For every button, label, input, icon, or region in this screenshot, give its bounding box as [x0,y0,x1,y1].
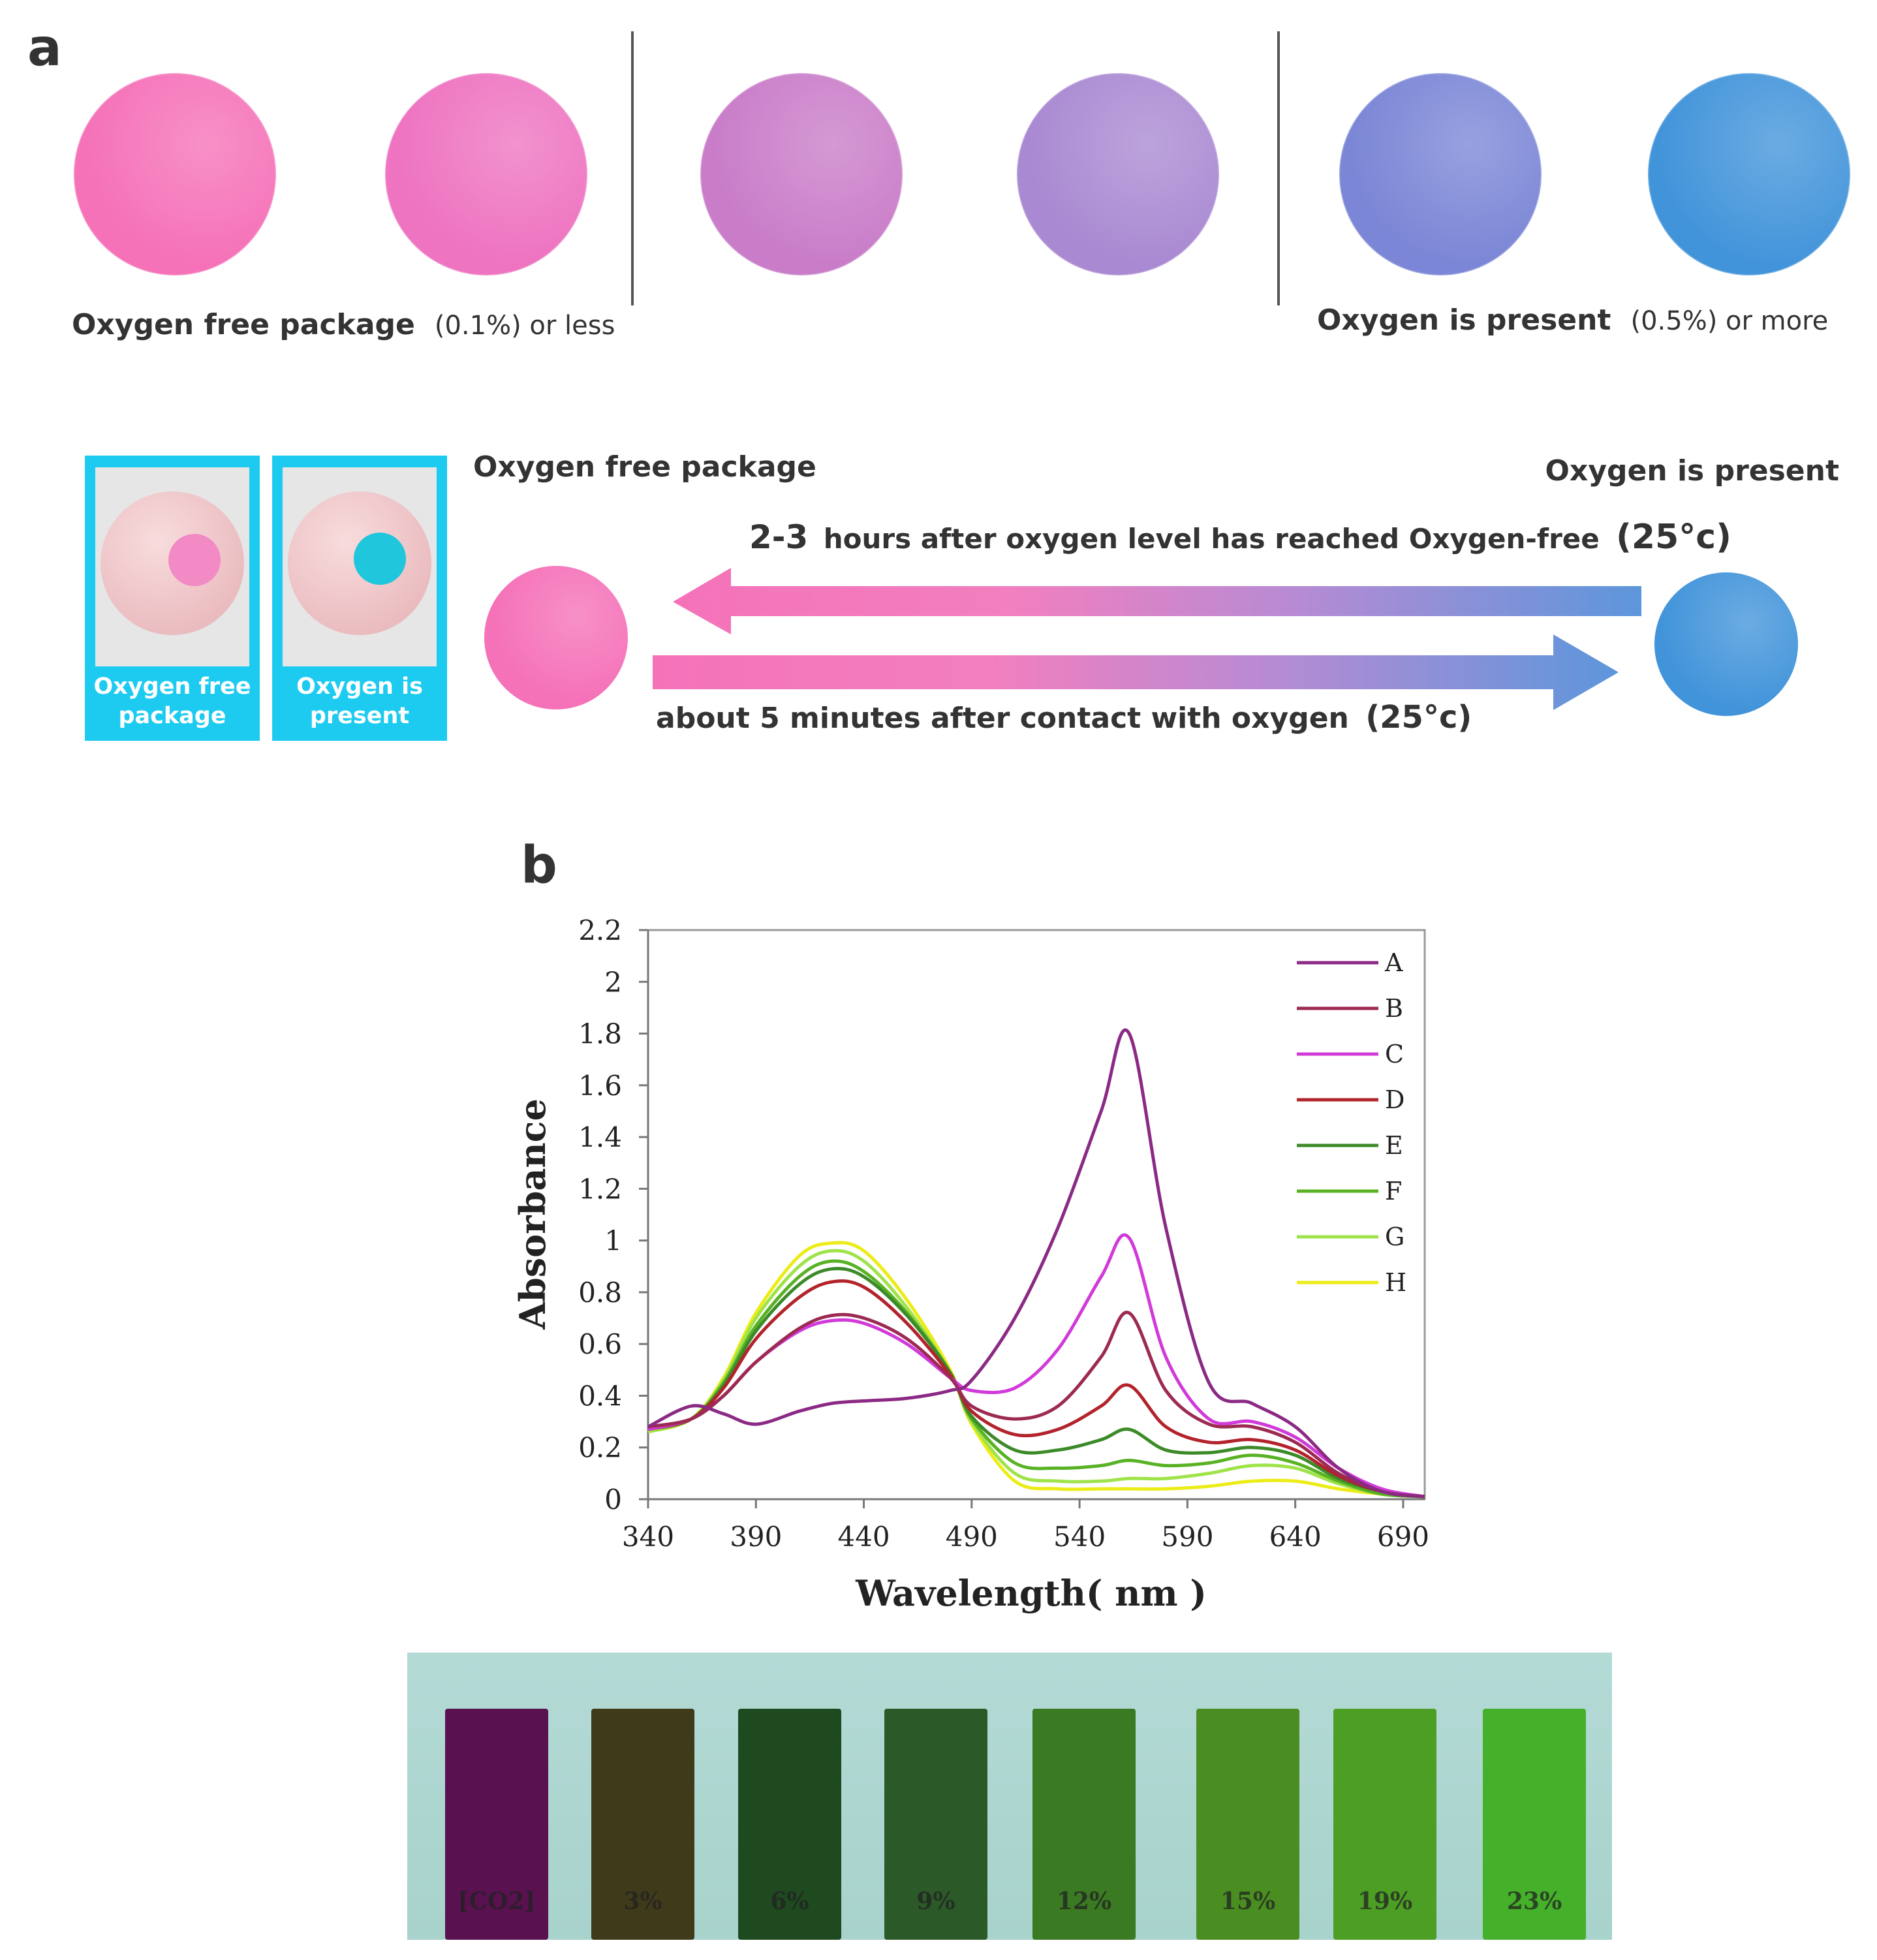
y-tick-label: 1.2 [578,1173,622,1205]
y-axis: 0 0.2 0.4 0.6 0.8 1 1.2 1.4 1.6 1.8 2 2.2 [578,914,649,1516]
x-tick-label: 390 [730,1521,782,1553]
series-line-F [647,1259,1425,1499]
plot-frame [647,929,1426,1501]
transition-left-label: Oxygen free package [473,450,816,484]
photo-label-line2: present [310,703,409,729]
co2-strip-label: [CO2] [458,1888,535,1915]
legend-label: C [1385,1040,1404,1068]
co2-strip-label: 23% [1507,1888,1562,1915]
x-axis-title: Wavelength( nm ) [855,1572,1207,1614]
x-tick-label: 340 [622,1521,674,1553]
co2-strip-label: 9% [916,1888,955,1915]
left-caption: Oxygen free package (0.1%) or less [72,308,615,341]
series-line-D [647,1279,1425,1499]
y-tick-label: 0.8 [578,1277,622,1309]
y-tick-label: 2.2 [578,914,622,946]
series-line-E [647,1267,1425,1499]
co2-strip [1032,1709,1136,1940]
strips: [CO2] 3% 6% 9% 12% 15% 19% 23% [445,1709,1586,1940]
series-line-B [647,1311,1425,1499]
legend-label: A [1384,948,1403,977]
arrow-top-text: 2-3 hours after oxygen level has reached… [749,518,1731,557]
co2-strip [1483,1709,1586,1940]
co2-strip [884,1709,987,1940]
transition-right-label: Oxygen is present [1545,454,1839,488]
y-tick-label: 1 [604,1225,622,1257]
arrow-to-oxygen-present [653,634,1619,710]
y-tick-label: 1.6 [578,1070,622,1102]
co2-strip-label: 3% [623,1888,662,1915]
legend-label: E [1385,1131,1403,1160]
y-tick-label: 2 [604,966,622,998]
panel-a-label: a [27,19,62,78]
y-tick-label: 0.4 [578,1380,622,1412]
co2-strip [591,1709,694,1940]
co2-strip-label: 6% [770,1888,809,1915]
absorbance-chart: 0 0.2 0.4 0.6 0.8 1 1.2 1.4 1.6 1.8 2 2.2 340 390 440… [512,914,1429,1614]
x-axis: 340 390 440 490 540 590 640 690 [622,1498,1429,1553]
right-caption: Oxygen is present (0.5%) or more [1317,303,1828,337]
indicator-dot-pink [168,534,221,586]
indicator-dot-cyan [354,533,406,585]
series-line-G [647,1249,1425,1499]
x-tick-label: 540 [1053,1521,1106,1553]
legend-label: H [1385,1268,1406,1297]
y-tick-label: 1.8 [578,1018,622,1050]
co2-strip-label: 19% [1357,1888,1412,1915]
co2-strip-label: 12% [1057,1888,1111,1915]
co2-strip-photo: [CO2] 3% 6% 9% 12% 15% 19% 23% [407,1653,1612,1940]
arrow-to-oxygen-free [673,568,1641,634]
y-tick-label: 1.4 [578,1121,622,1153]
series-line-A [647,1028,1425,1499]
co2-strip [445,1709,548,1940]
x-tick-label: 590 [1161,1521,1213,1553]
series-lines [647,1028,1425,1499]
co2-strip [738,1709,841,1940]
x-tick-label: 490 [946,1521,998,1553]
co2-strip [1196,1709,1299,1940]
photo-label-line1: Oxygen free [93,674,251,700]
photo-label-line1: Oxygen is [296,674,423,700]
photo-card-oxygen-present: Oxygen is present [272,456,447,741]
legend-label: D [1385,1085,1404,1114]
photo-label-line2: package [118,703,226,729]
legend-label: F [1385,1177,1402,1206]
legend-label: B [1385,994,1403,1023]
co2-strip [1333,1709,1436,1940]
panel-b-label: b [521,836,557,895]
legend-label: G [1385,1222,1404,1251]
y-tick-label: 0.2 [578,1432,622,1464]
color-scale-circles [72,72,1852,277]
y-axis-title: Absorbance [512,1098,553,1330]
circle-highlights [74,73,1850,275]
series-line-H [647,1241,1425,1499]
y-tick-label: 0 [604,1484,622,1516]
x-tick-label: 690 [1377,1521,1429,1553]
y-tick-label: 0.6 [578,1328,622,1360]
arrow-bottom-text: about 5 minutes after contact with oxyge… [656,699,1472,736]
x-tick-label: 440 [837,1521,890,1553]
photo-card-oxygen-free: Oxygen free package [85,456,260,741]
co2-strip-label: 15% [1220,1888,1275,1915]
x-tick-label: 640 [1269,1521,1322,1553]
